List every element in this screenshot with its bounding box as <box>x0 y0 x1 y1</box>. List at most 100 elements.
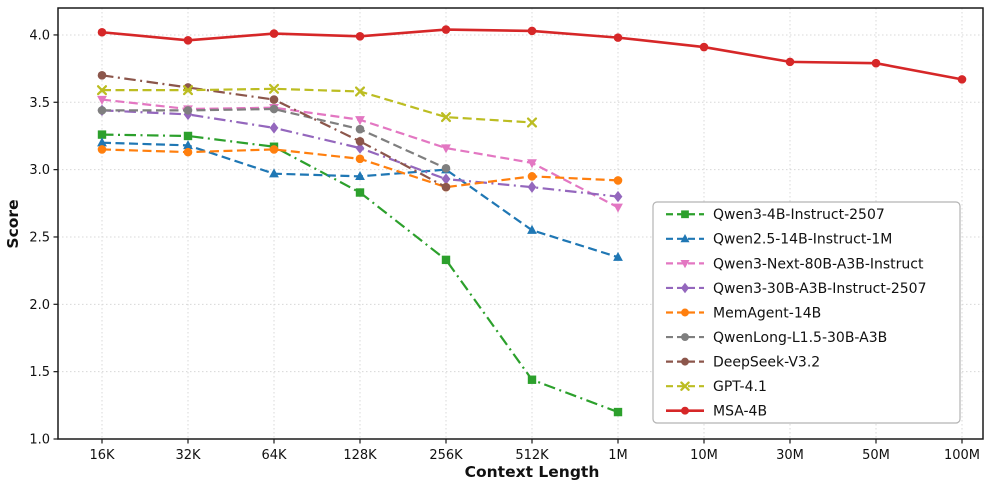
marker-x <box>440 112 452 123</box>
y-tick-label: 1.0 <box>29 433 50 448</box>
marker-circle <box>183 147 193 157</box>
legend-label: Qwen3-Next-80B-A3B-Instruct <box>713 256 924 272</box>
series-memagent-14b <box>97 145 623 192</box>
marker-x <box>680 381 690 391</box>
marker-x <box>96 85 108 96</box>
marker-x <box>268 83 280 94</box>
marker-diamond <box>269 122 279 134</box>
marker-triangle-up <box>680 233 690 243</box>
legend-item-memagent-14b: MemAgent-14B <box>666 305 821 321</box>
marker-x <box>182 85 194 96</box>
legend-label: Qwen2.5-14B-Instruct-1M <box>713 232 892 248</box>
legend-label: Qwen3-30B-A3B-Instruct-2507 <box>713 281 927 297</box>
marker-x <box>526 117 538 128</box>
marker-triangle-down <box>441 144 451 154</box>
plot-area-border <box>57 7 984 440</box>
x-tick-label: 512K <box>515 448 549 463</box>
legend-label: GPT-4.1 <box>713 379 767 395</box>
marker-circle <box>355 154 365 164</box>
marker-triangle-down <box>97 95 107 105</box>
marker-circle <box>527 172 537 181</box>
marker-circle <box>681 357 689 366</box>
marker-diamond <box>355 142 365 154</box>
marker-circle <box>183 106 193 115</box>
marker-diamond <box>527 181 537 193</box>
y-tick-label: 2.0 <box>29 298 50 313</box>
marker-square <box>97 130 107 139</box>
legend-label: QwenLong-L1.5-30B-A3B <box>713 330 887 346</box>
marker-circle <box>97 27 107 37</box>
legend-item-gpt-4-1: GPT-4.1 <box>666 379 767 395</box>
marker-circle <box>527 26 537 36</box>
marker-circle <box>97 145 107 154</box>
series-line <box>102 107 447 170</box>
legend-item-qwenlong-l1-5-30b-a3b: QwenLong-L1.5-30B-A3B <box>666 330 887 346</box>
marker-x <box>354 86 366 97</box>
marker-triangle-up <box>183 140 193 150</box>
legend-label: DeepSeek-V3.2 <box>713 355 820 371</box>
y-tick-label: 1.5 <box>29 365 50 380</box>
marker-diamond <box>680 282 690 294</box>
marker-triangle-down <box>680 259 690 269</box>
x-tick-label: 10M <box>690 448 718 463</box>
marker-diamond <box>613 190 623 203</box>
series-msa-4b <box>97 25 967 84</box>
x-tick-label: 32K <box>175 448 201 463</box>
x-tick-label: 16K <box>89 448 115 463</box>
y-tick-label: 3.0 <box>29 163 50 178</box>
legend-label: Qwen3-4B-Instruct-2507 <box>713 207 885 223</box>
y-tick-label: 2.5 <box>29 231 50 246</box>
legend-item-qwen3-30b-a3b-instruct-2507: Qwen3-30B-A3B-Instruct-2507 <box>666 281 927 297</box>
marker-square <box>681 210 689 219</box>
x-tick-label: 64K <box>261 448 287 463</box>
marker-circle <box>441 25 451 34</box>
marker-circle <box>613 176 623 185</box>
marker-circle <box>269 29 279 38</box>
marker-circle <box>269 145 279 154</box>
series-qwenlong-l1-5-30b-a3b <box>97 104 451 173</box>
marker-circle <box>681 406 689 415</box>
marker-circle <box>785 57 795 67</box>
series-deepseek-v3-2 <box>97 71 451 192</box>
legend-frame <box>652 201 961 424</box>
marker-circle <box>441 182 451 192</box>
marker-circle <box>613 33 623 42</box>
y-tick-label: 3.5 <box>29 96 50 111</box>
legend-item-qwen3-next-80b-a3b-instruct: Qwen3-Next-80B-A3B-Instruct <box>666 256 924 272</box>
legend-item-qwen2-5-14b-instruct-1m: Qwen2.5-14B-Instruct-1M <box>666 232 892 248</box>
x-tick-label: 50M <box>862 448 890 463</box>
marker-triangle-up <box>269 168 279 178</box>
marker-triangle-down <box>613 203 623 213</box>
marker-triangle-down <box>355 116 365 126</box>
marker-circle <box>699 42 709 52</box>
y-axis-label: Score <box>4 199 22 248</box>
legend-item-msa-4b: MSA-4B <box>666 404 767 420</box>
marker-circle <box>441 163 451 173</box>
marker-circle <box>355 31 365 41</box>
marker-circle <box>269 95 279 104</box>
marker-circle <box>871 58 881 68</box>
legend: Qwen3-4B-Instruct-2507 Qwen2.5-14B-Instru… <box>652 201 961 424</box>
legend-item-deepseek-v3-2: DeepSeek-V3.2 <box>666 355 820 371</box>
y-tick-label: 4.0 <box>29 28 50 43</box>
marker-circle <box>957 75 967 84</box>
x-tick-label: 128K <box>343 448 377 463</box>
marker-triangle-up <box>527 224 537 234</box>
x-tick-label: 30M <box>776 448 804 463</box>
series-line <box>102 87 533 124</box>
legend-item-qwen3-4b-instruct-2507: Qwen3-4B-Instruct-2507 <box>666 207 885 223</box>
marker-circle <box>355 137 365 146</box>
marker-triangle-up <box>97 137 107 147</box>
marker-circle <box>97 106 107 115</box>
marker-square <box>613 407 623 417</box>
series-gpt-4-1 <box>96 83 538 128</box>
marker-square <box>527 375 537 384</box>
legend-label: MSA-4B <box>713 404 767 420</box>
x-tick-label: 256K <box>429 448 463 463</box>
marker-triangle-up <box>355 171 365 181</box>
marker-circle <box>97 71 107 80</box>
marker-square <box>441 255 451 265</box>
marker-square <box>355 188 365 197</box>
